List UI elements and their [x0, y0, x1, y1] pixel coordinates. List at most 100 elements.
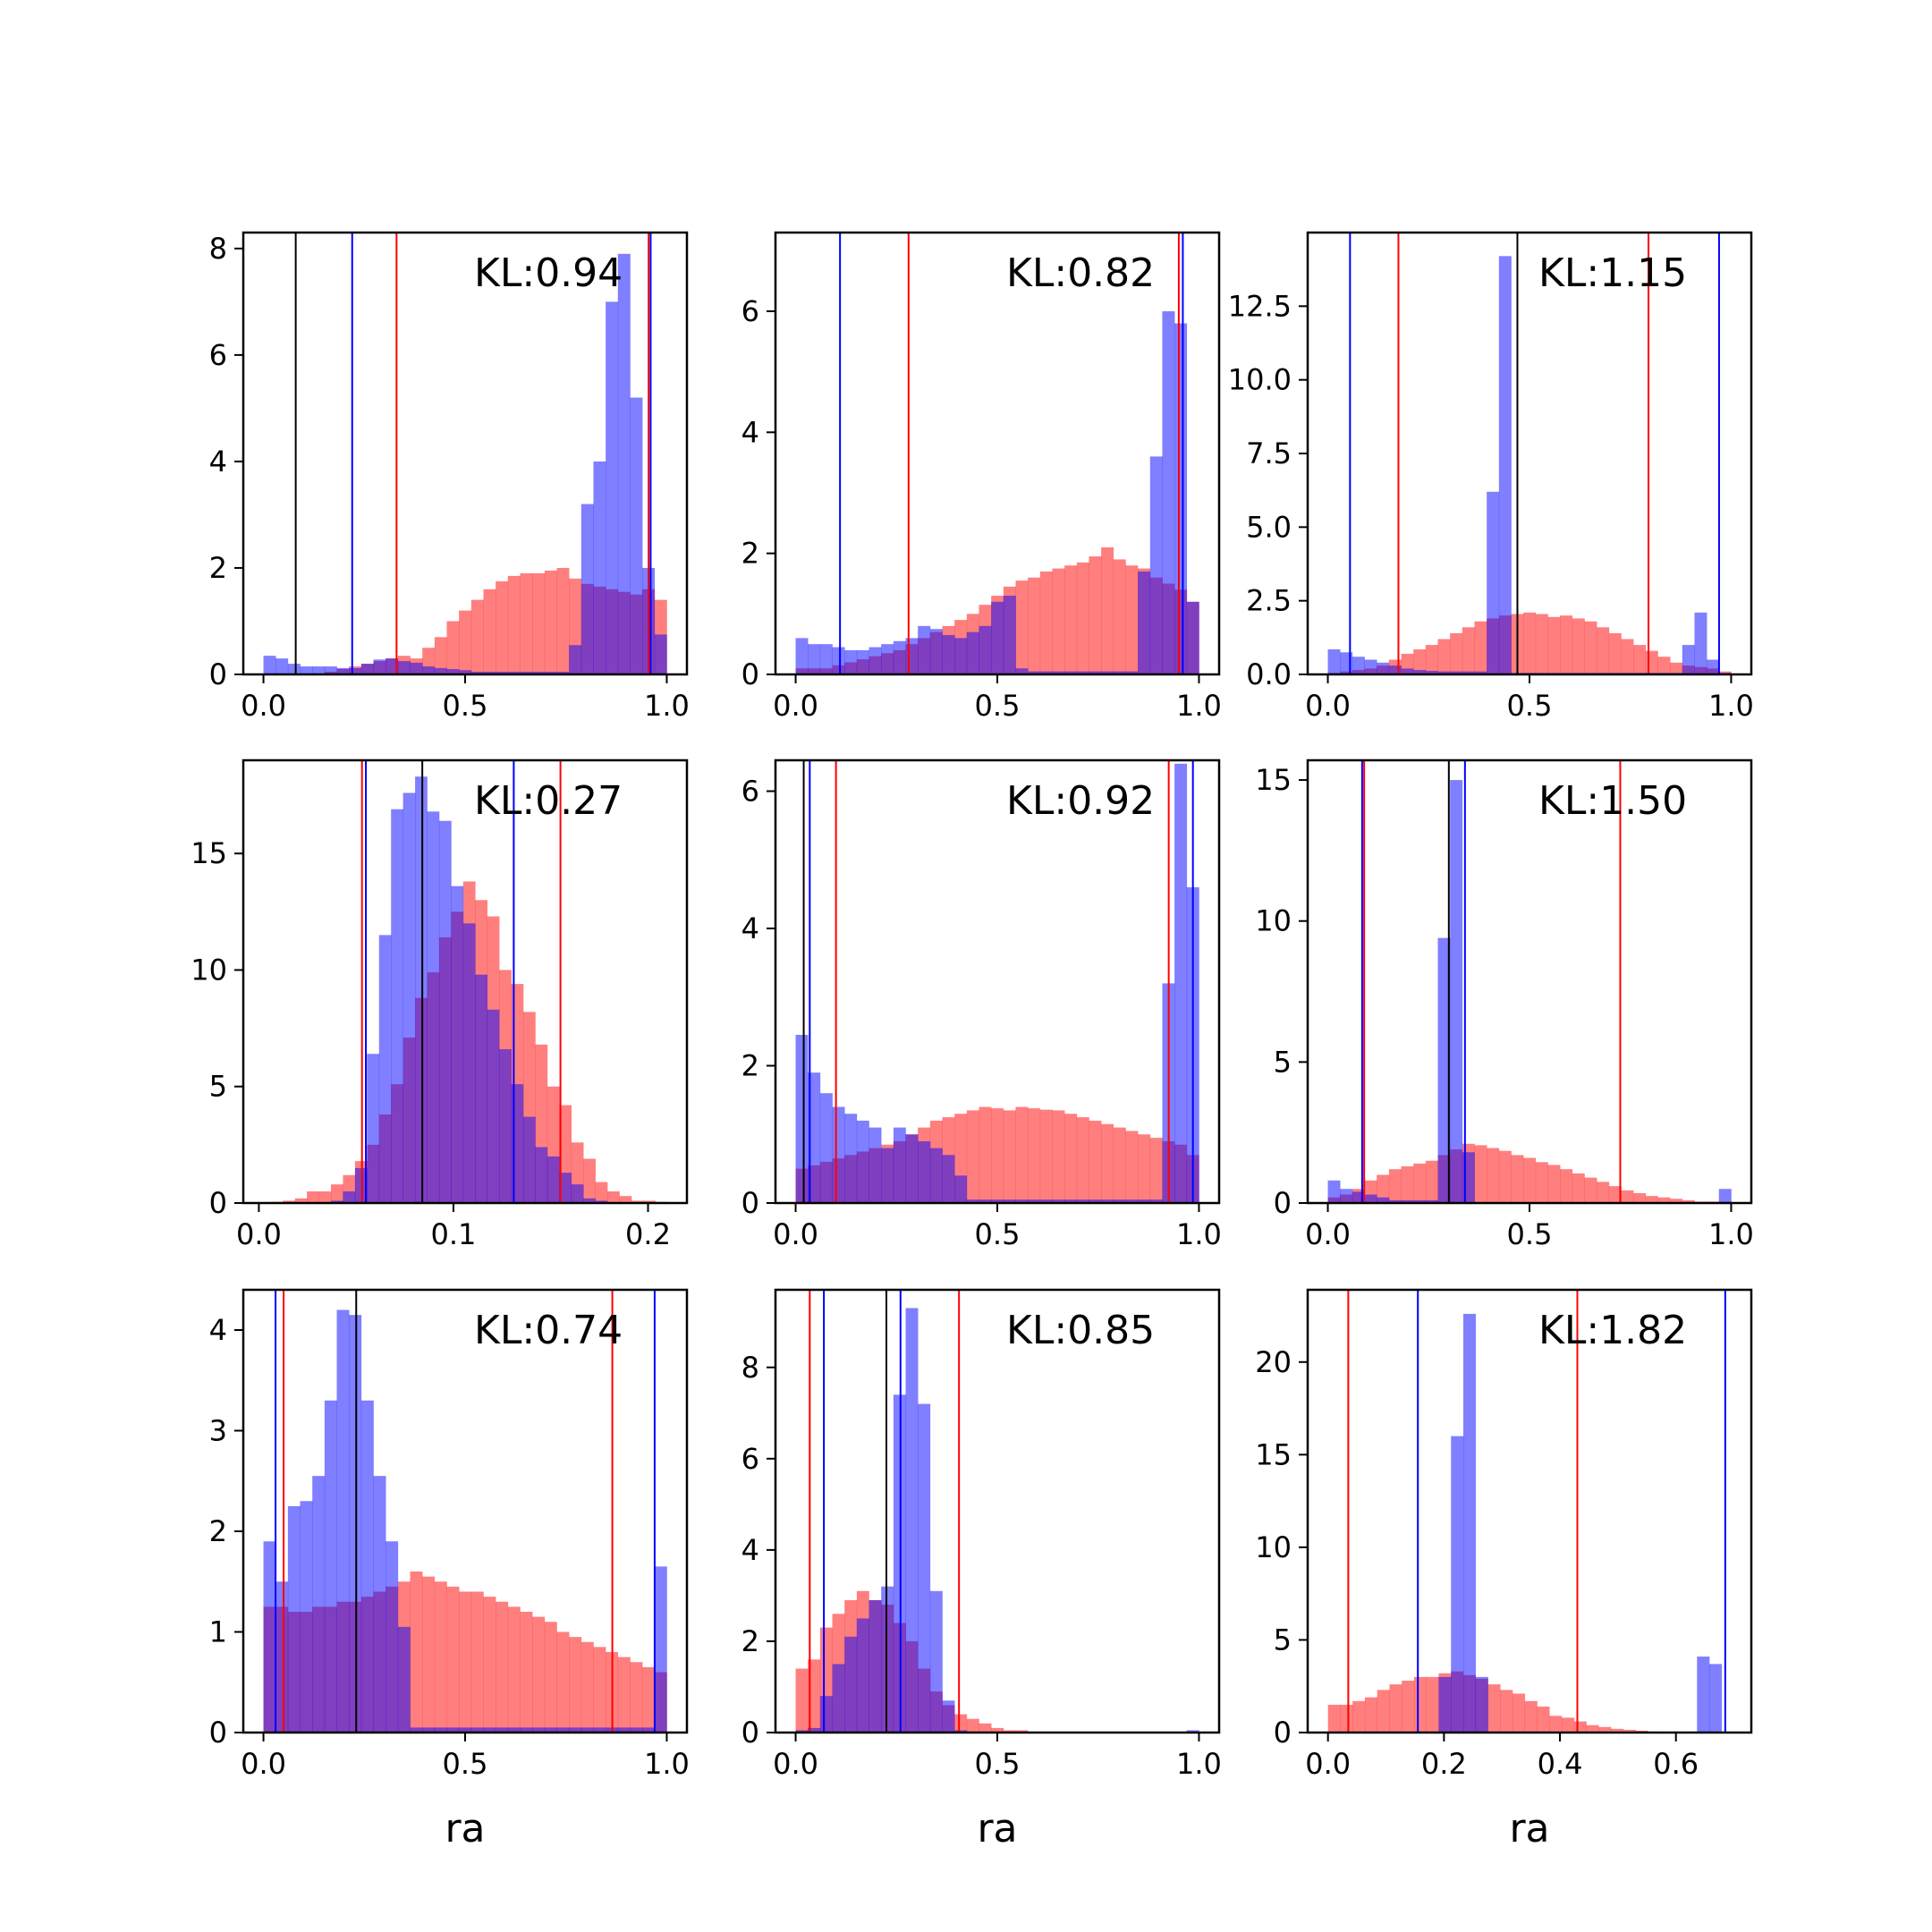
red-hist-bar	[1462, 627, 1475, 674]
red-hist-bar	[1524, 1700, 1538, 1733]
blue-hist-bar	[349, 667, 362, 674]
y-tick-label: 2	[741, 1049, 759, 1083]
blue-hist-bar	[499, 1049, 512, 1203]
red-hist-bar	[1113, 1127, 1126, 1203]
red-hist-bar	[607, 1191, 620, 1203]
blue-hist-bar	[331, 1200, 343, 1203]
y-tick-label: 0	[209, 1716, 227, 1750]
blue-hist-bar	[1364, 659, 1377, 674]
subplot-9: 0.0 0.2 0.4 0.6 0 5 10 15 20 KL:1.82 ra	[1255, 1288, 1753, 1852]
blue-hist-bar	[979, 1199, 992, 1203]
blue-hist-bar	[1174, 763, 1188, 1203]
y-tick-label: 0.0	[1246, 657, 1292, 691]
red-hist-bar	[532, 572, 546, 674]
plot-area	[270, 760, 668, 1203]
red-hist-bar	[966, 1718, 979, 1733]
blue-hist-bar	[459, 1727, 472, 1733]
kl-annotation: KL:0.85	[1006, 1308, 1155, 1353]
red-hist-bar	[569, 1637, 582, 1733]
red-hist-bar	[1052, 568, 1065, 674]
red-hist-bar	[1413, 1163, 1427, 1203]
blue-hist-bar	[434, 667, 447, 674]
blue-hist-bar	[520, 672, 533, 674]
blue-hist-bar	[869, 1127, 882, 1203]
red-hist-bar	[1621, 1190, 1634, 1203]
kl-annotation: KL:0.74	[474, 1308, 623, 1353]
blue-hist-bar	[556, 1727, 570, 1733]
y-tick-label: 12.5	[1228, 289, 1292, 323]
red-hist-bar	[1586, 1724, 1599, 1733]
blue-hist-bar	[475, 974, 487, 1203]
blue-hist-bar	[360, 664, 374, 674]
blue-hist-bar	[1089, 1199, 1102, 1203]
red-hist-bar	[1645, 1196, 1658, 1203]
blue-hist-bar	[434, 1727, 447, 1733]
blue-hist-bar	[881, 1586, 894, 1733]
red-hist-bar	[446, 621, 460, 674]
red-hist-bar	[294, 1198, 308, 1203]
blue-hist-bar	[1101, 671, 1114, 674]
y-tick-label: 10	[1255, 904, 1292, 938]
blue-hist-bar	[386, 658, 399, 674]
x-tick-label: 0.1	[431, 1217, 477, 1251]
blue-hist-bar	[410, 1727, 423, 1733]
blue-hist-bar	[1487, 491, 1500, 674]
red-hist-bar	[1003, 1110, 1016, 1203]
subplot-3: 0.0 0.5 1.0 0.0 2.5 5.0 7.5 10.0 12.5 KL:1.15	[1228, 231, 1754, 723]
y-tick-label: 8	[741, 1351, 759, 1385]
blue-hist-bar	[263, 1541, 276, 1733]
blue-hist-bar	[954, 638, 968, 674]
red-hist-bar	[1537, 1707, 1550, 1733]
blue-hist-bar	[856, 1618, 869, 1733]
blue-hist-bar	[1113, 671, 1126, 674]
blue-hist-bar	[373, 1476, 386, 1733]
red-hist-bar	[1657, 657, 1671, 674]
red-hist-bar	[1645, 650, 1658, 674]
blue-hist-bar	[496, 672, 509, 674]
blue-hist-bar	[336, 1309, 350, 1733]
blue-hist-bar	[402, 792, 416, 1203]
blue-hist-bar	[547, 1156, 560, 1203]
y-tick-label: 4	[741, 1533, 759, 1567]
red-hist-bar	[434, 637, 447, 674]
red-hist-bar	[1425, 1160, 1438, 1203]
red-hist-bar	[1064, 565, 1078, 674]
red-hist-bar	[1028, 577, 1041, 674]
x-tick-label: 0.5	[975, 1217, 1021, 1251]
x-tick-label: 1.0	[644, 1747, 690, 1781]
y-tick-label: 2	[741, 537, 759, 571]
y-tick-label: 5.0	[1246, 510, 1292, 544]
blue-hist-bar	[881, 1148, 894, 1203]
blue-hist-bar	[942, 635, 955, 674]
red-hist-bar	[1573, 1721, 1587, 1733]
blue-hist-bar	[1076, 671, 1089, 674]
red-hist-bar	[318, 1191, 332, 1203]
red-hist-bar	[1549, 1716, 1563, 1733]
x-tick-label: 0.0	[1305, 1217, 1351, 1251]
x-tick-label: 0.6	[1653, 1747, 1699, 1781]
blue-hist-bar	[1039, 1199, 1053, 1203]
subplot-6: 0.0 0.5 1.0 0 5 10 15 KL:1.50	[1255, 758, 1754, 1251]
red-hist-bar	[643, 1200, 657, 1203]
red-hist-bar	[422, 1576, 436, 1733]
blue-hist-bar	[422, 666, 436, 674]
red-hist-bar	[1523, 612, 1537, 674]
blue-hist-bar	[1709, 1664, 1723, 1733]
blue-hist-bar	[1388, 665, 1402, 674]
red-hist-bar	[1547, 616, 1561, 674]
blue-hist-bar	[544, 1727, 557, 1733]
red-hist-bar	[434, 1581, 447, 1733]
blue-hist-bar	[462, 923, 476, 1203]
x-tick-label: 0.0	[773, 1217, 818, 1251]
red-hist-bar	[1560, 1169, 1573, 1203]
red-hist-bar	[1413, 1676, 1428, 1733]
blue-hist-bar	[446, 669, 460, 674]
red-hist-bar	[1535, 1162, 1548, 1203]
y-tick-label: 7.5	[1246, 436, 1292, 470]
blue-hist-bar	[1498, 256, 1512, 674]
blue-hist-bar	[942, 1155, 955, 1203]
blue-hist-bar	[966, 1199, 979, 1203]
red-hist-bar	[1052, 1110, 1065, 1203]
blue-hist-bar	[1450, 671, 1463, 674]
blue-hist-bar	[1474, 671, 1487, 674]
